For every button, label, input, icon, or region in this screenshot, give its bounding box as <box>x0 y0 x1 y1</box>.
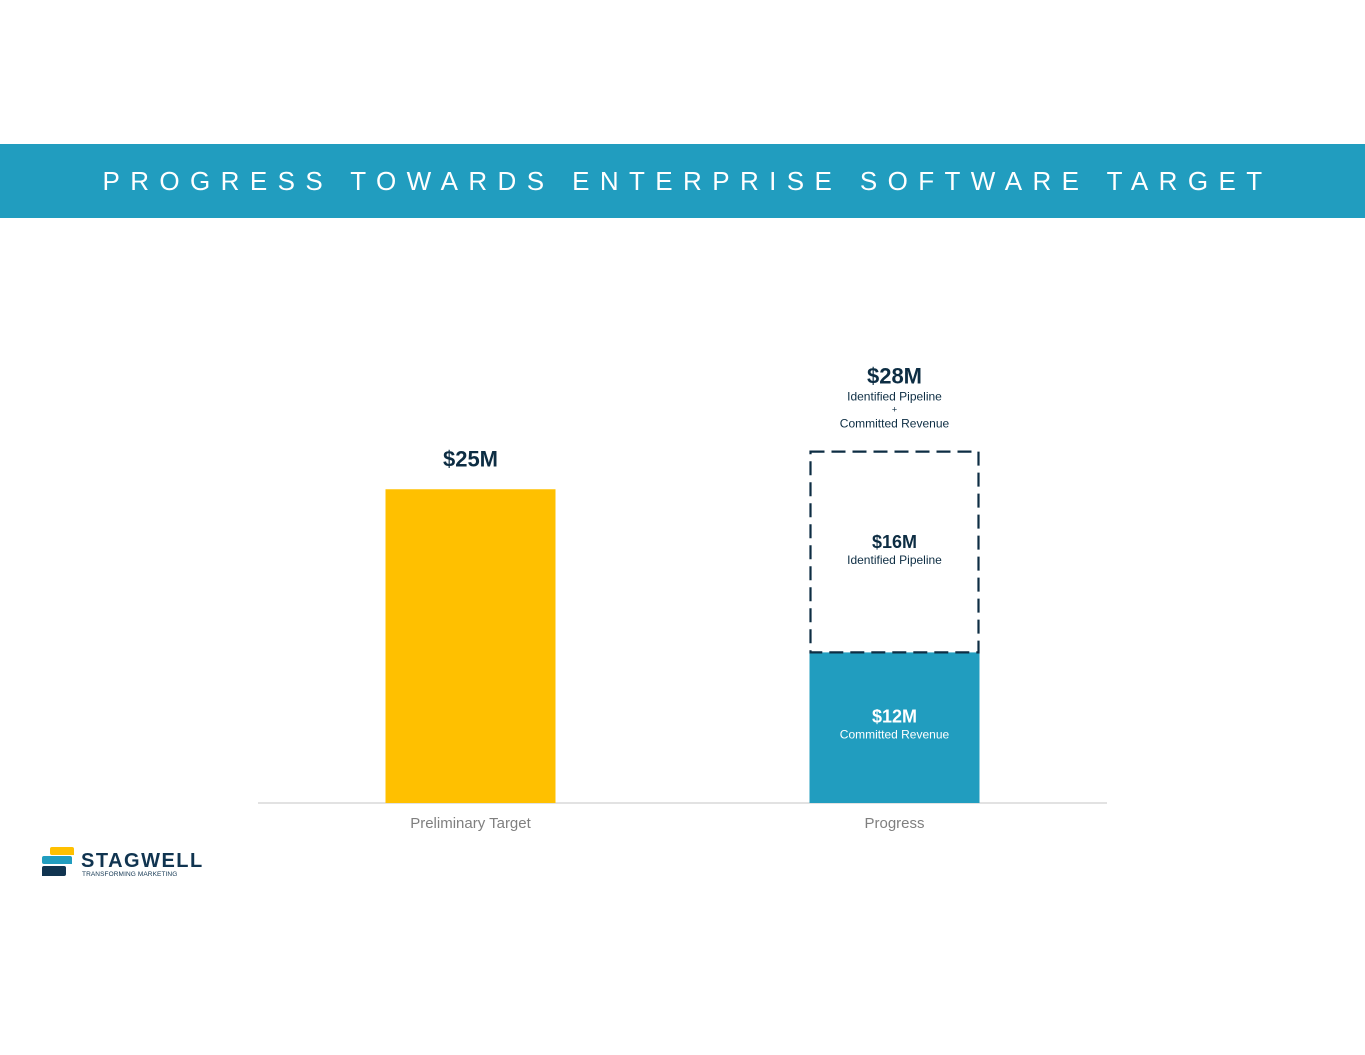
bar-committed-revenue <box>809 652 980 803</box>
label-pipeline-value: $16M <box>872 532 917 552</box>
logo-tagline: TRANSFORMING MARKETING <box>82 871 178 878</box>
label-pipeline-name: Identified Pipeline <box>847 553 942 567</box>
logo-mark-icon <box>42 847 74 876</box>
label-progress-total: $28M <box>867 364 922 389</box>
category-label-preliminary-target: Preliminary Target <box>410 815 531 832</box>
label-progress-total-plus: + <box>892 405 897 415</box>
logo-wordmark: STAGWELL <box>81 850 204 872</box>
label-committed-value: $12M <box>872 707 917 727</box>
label-target-total: $25M <box>443 446 498 471</box>
bar-identified-pipeline <box>809 450 980 654</box>
stagwell-logo: STAGWELL TRANSFORMING MARKETING <box>40 846 210 882</box>
label-progress-total-line1: Identified Pipeline <box>847 390 942 404</box>
page-title: PROGRESS TOWARDS ENTERPRISE SOFTWARE TAR… <box>102 165 1273 196</box>
bar-preliminary-target <box>385 489 556 803</box>
label-committed-name: Committed Revenue <box>840 728 950 742</box>
category-label-progress: Progress <box>864 815 924 832</box>
title-banner: PROGRESS TOWARDS ENTERPRISE SOFTWARE TAR… <box>0 144 1365 218</box>
label-progress-total-line2: Committed Revenue <box>840 417 950 431</box>
